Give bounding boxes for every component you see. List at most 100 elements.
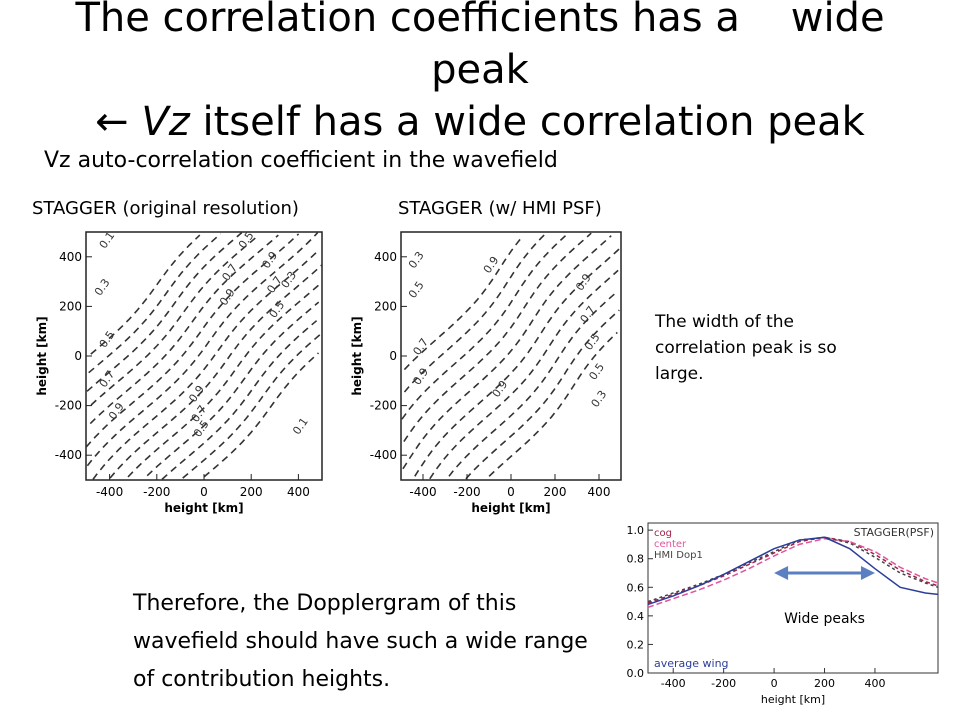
slide-title: The correlation coefficients has a wide … — [0, 0, 960, 148]
contour-label: 0.7 — [578, 304, 599, 326]
contour-chart-original: 0.10.30.50.70.90.90.70.50.30.10.50.70.90… — [35, 229, 323, 515]
contour-label: 0.5 — [406, 279, 427, 301]
title-vz: Vz — [141, 99, 190, 145]
contour-label: 0.3 — [589, 388, 610, 410]
contour-line — [92, 250, 319, 480]
legend-entry: cog — [654, 528, 672, 539]
y-tick-label: 0.6 — [627, 581, 645, 594]
subtitle: Vz auto-correlation coefficient in the w… — [44, 148, 558, 173]
x-tick-label: 0 — [507, 485, 515, 499]
contour-label: 0.5 — [267, 299, 288, 321]
bottom-label: average wing — [654, 657, 729, 670]
contour-line — [90, 235, 258, 406]
line-chart-correlation: -400 -200 0 200 400 0.0 0.2 0.4 0.6 0.8 1.0 height … — [627, 522, 939, 706]
y-tick-label: -200 — [370, 399, 397, 413]
x-tick-label: -200 — [453, 485, 480, 499]
contour-label: 0.7 — [410, 336, 431, 358]
x-tick-label: -200 — [143, 485, 170, 499]
contour-line — [90, 234, 201, 355]
y-axis-label: height [km] — [350, 316, 364, 395]
y-tick-label: 400 — [59, 250, 82, 264]
y-tick-label: 200 — [59, 299, 82, 313]
x-axis-label: height [km] — [761, 693, 825, 706]
contour-line — [127, 282, 322, 478]
x-tick-label: 0 — [200, 485, 208, 499]
contour-label: 0.9 — [410, 366, 431, 388]
x-axis-label-text: height — [761, 693, 800, 706]
contour-line — [182, 333, 321, 479]
contour-line — [465, 309, 620, 480]
conclusion-text: Therefore, the Dopplergram of this wavef… — [133, 591, 588, 692]
series-line — [647, 536, 939, 606]
panel-label-original: STAGGER (original resolution) — [32, 198, 299, 219]
contour-line — [86, 231, 243, 392]
contour-line — [109, 264, 323, 479]
title-line-3: ← Vz itself has a wide correlation peak — [0, 96, 960, 148]
annotation-bg — [772, 605, 877, 629]
x-tick-label: 200 — [240, 485, 263, 499]
y-tick-label: 200 — [374, 299, 397, 313]
plot-frame — [85, 231, 323, 481]
contour-label: 0.9 — [106, 400, 127, 422]
arrow-head-right — [860, 566, 875, 580]
y-tick-label: 0 — [389, 349, 397, 363]
x-axis-unit: [km] — [799, 693, 825, 706]
title-line-1: The correlation coefficients has a wide — [75, 0, 885, 41]
contour-label: 0.9 — [481, 254, 502, 276]
contour-line — [403, 232, 592, 443]
contour-line — [448, 292, 617, 477]
width-note: The width of the correlation peak is so … — [655, 312, 837, 384]
plot-frame — [400, 231, 622, 481]
y-tick-label: 0 — [74, 349, 82, 363]
y-tick-label: 0.0 — [627, 667, 645, 680]
contour-line — [203, 352, 320, 478]
y-tick-label: 1.0 — [627, 524, 645, 537]
plot-frame — [647, 522, 939, 674]
y-tick-label: 400 — [374, 250, 397, 264]
x-tick-label: 0 — [771, 677, 778, 690]
x-tick-label: 400 — [588, 485, 611, 499]
contour-line — [414, 247, 621, 477]
y-tick-label: 0.4 — [627, 610, 645, 623]
x-tick-label: -200 — [711, 677, 736, 690]
x-tick-label: -400 — [661, 677, 686, 690]
contour-line — [88, 233, 222, 374]
series-line — [647, 537, 939, 609]
y-tick-label: -400 — [55, 448, 82, 462]
contour-label: 0.3 — [406, 249, 427, 271]
x-tick-label: 200 — [814, 677, 835, 690]
contour-line — [488, 331, 618, 477]
contour-line — [403, 235, 524, 371]
title-line-2: peak — [431, 47, 529, 93]
x-tick-label: 400 — [864, 677, 885, 690]
series-line — [647, 536, 939, 604]
y-tick-label: 0.8 — [627, 553, 645, 566]
y-axis-label: height [km] — [35, 316, 49, 395]
contour-label: 0.7 — [219, 262, 240, 284]
contour-line — [161, 320, 318, 480]
contour-line — [86, 232, 319, 467]
title-line-3-rest: itself has a wide correlation peak — [202, 99, 865, 145]
contour-label: 0.1 — [290, 415, 311, 437]
contour-line — [403, 232, 547, 393]
wide-peaks-annotation: Wide peaks — [784, 611, 865, 627]
contour-line — [146, 301, 320, 477]
corner-label: STAGGER(PSF) — [854, 526, 934, 539]
contour-label: 0.9 — [260, 249, 281, 271]
x-axis-label: height [km] — [471, 501, 550, 515]
x-axis-label: height [km] — [164, 501, 243, 515]
contour-line — [89, 234, 279, 425]
contour-label: 0.5 — [586, 361, 607, 383]
x-tick-label: 200 — [544, 485, 567, 499]
x-tick-label: 400 — [287, 485, 310, 499]
x-tick-label: -400 — [96, 485, 123, 499]
legend-entry: HMI Dop1 — [654, 550, 703, 561]
arrow-icon: ← — [95, 99, 129, 145]
contour-line — [401, 235, 567, 420]
legend-entry: center — [654, 539, 687, 550]
y-tick-label: -400 — [370, 448, 397, 462]
panel-label-psf: STAGGER (w/ HMI PSF) — [398, 198, 602, 219]
y-tick-label: 0.2 — [627, 638, 645, 651]
contour-label: 0.7 — [97, 368, 118, 390]
contour-label: 0.3 — [92, 276, 113, 298]
